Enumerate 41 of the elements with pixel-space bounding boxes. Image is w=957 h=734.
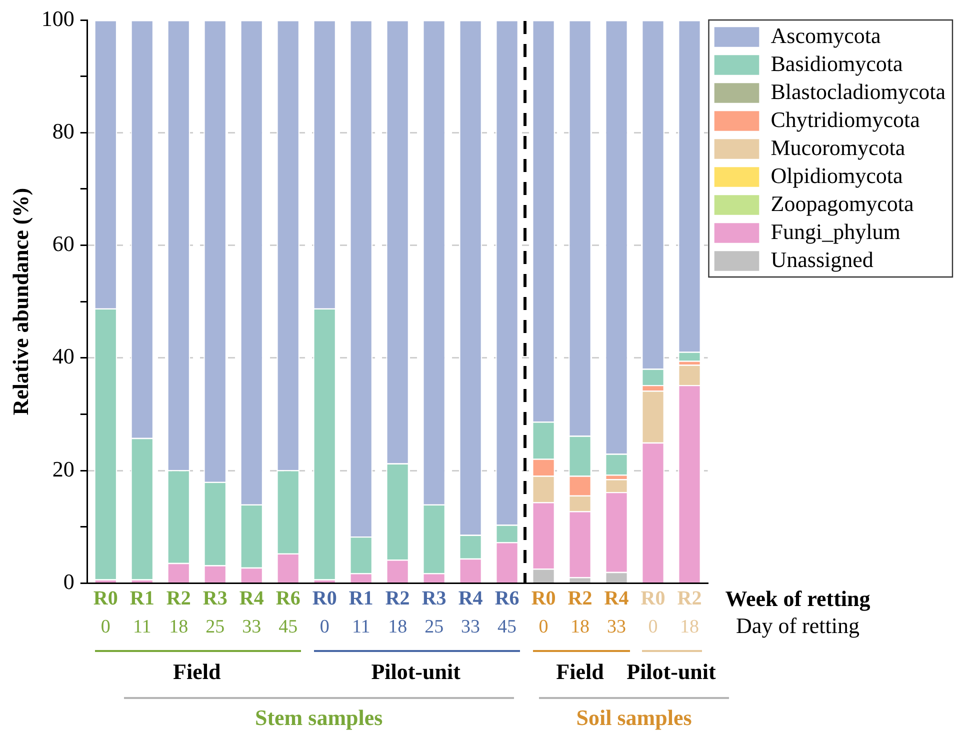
text: Stem samples (254, 705, 383, 730)
category-label: R1 11 (130, 587, 154, 638)
text: Field (556, 659, 604, 684)
category-label: R3 25 (422, 587, 446, 638)
legend-label: Ascomycota (770, 22, 881, 48)
category-label: R6 45 (276, 587, 300, 638)
legend-label: Blastocladiomycota (770, 78, 946, 104)
category-label: R2 18 (677, 587, 702, 638)
text: Day of retting (736, 613, 860, 638)
legend-label: Fungi_phylum (770, 218, 900, 244)
y-tick-label: 60 (52, 231, 74, 256)
legend-label: Basidiomycota (770, 50, 903, 76)
category-label: R2 18 (385, 587, 410, 638)
legend-label: Olpidiomycota (770, 162, 903, 188)
y-tick-label: 40 (52, 344, 74, 369)
legend-label: Chytridiomycota (770, 106, 920, 132)
y-tick-label: 20 (52, 456, 74, 482)
y-tick-label: 100 (41, 6, 74, 31)
category-label: R2 18 (166, 587, 191, 638)
legend-label: Zoopagomycota (770, 190, 914, 216)
text: Week of retting (725, 586, 870, 612)
category-label: R3 25 (202, 587, 228, 638)
category-label: R0 0 (312, 587, 337, 638)
text: Field (173, 659, 221, 684)
category-label: R1 11 (348, 587, 374, 638)
text: Pilot-unit (626, 659, 716, 684)
category-label: R2 18 (568, 587, 592, 638)
category-label: R4 33 (239, 587, 264, 638)
category-label: R4 33 (458, 587, 483, 638)
y-tick-label: 80 (52, 118, 74, 144)
y-axis-title: Relative abundance (%) (8, 188, 33, 416)
category-label: R6 45 (494, 587, 520, 638)
category-label: R4 33 (604, 587, 629, 638)
text: Soil samples (576, 705, 692, 730)
text: Pilot-unit (371, 659, 460, 684)
legend-label: Unassigned (770, 246, 874, 272)
legend-label: Mucoromycota (770, 134, 906, 160)
category-label: R0 0 (93, 587, 118, 638)
y-tick-label: 0 (63, 568, 74, 594)
category-label: R0 0 (531, 587, 556, 638)
category-label: R0 0 (640, 587, 666, 638)
